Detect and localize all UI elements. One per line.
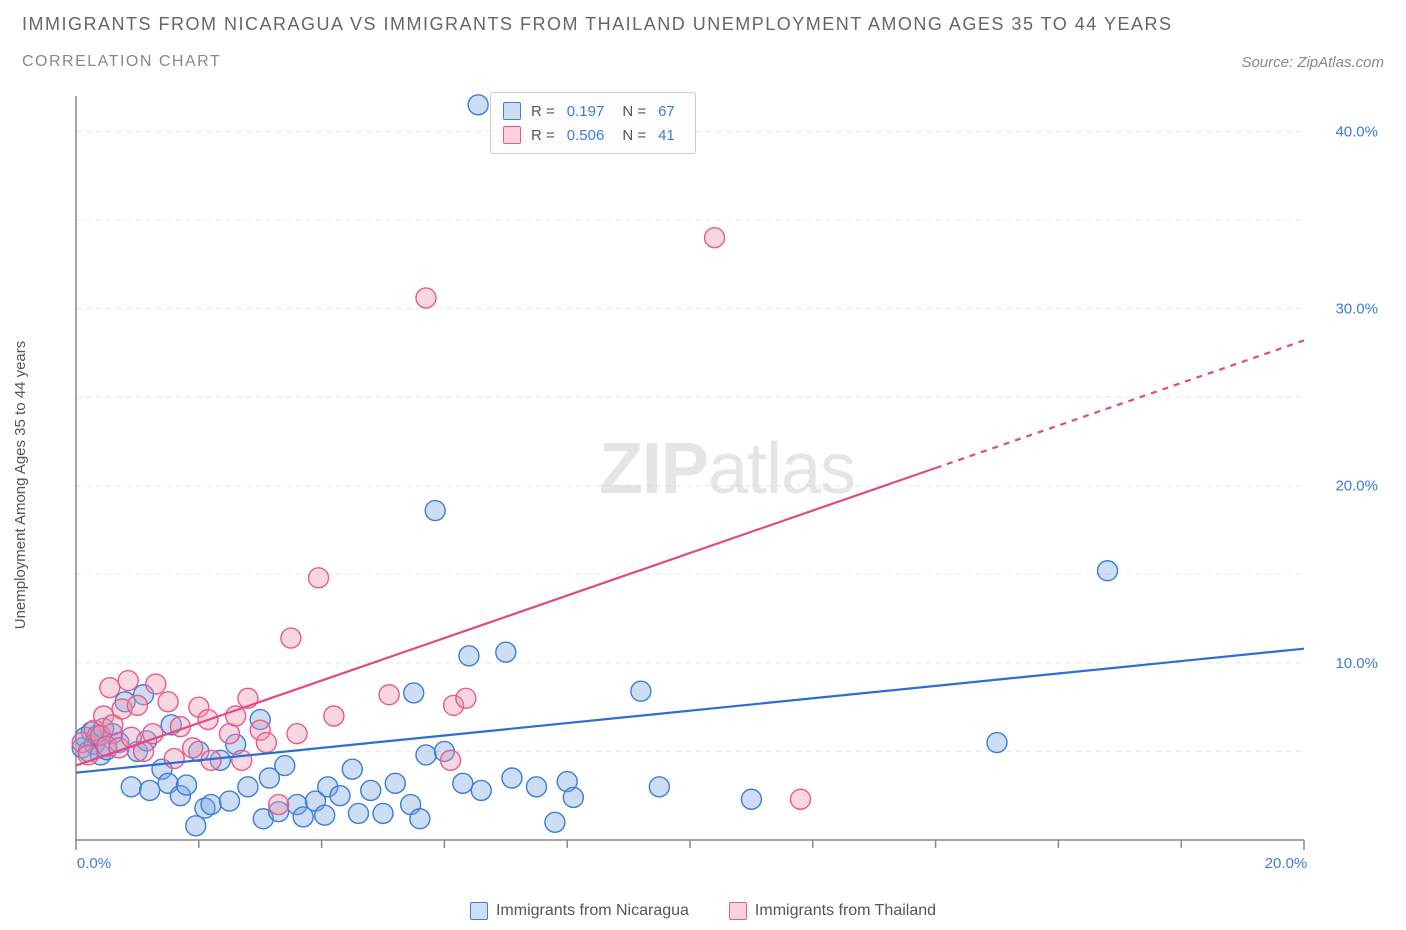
bottom-legend: Immigrants from Nicaragua Immigrants fro… (22, 902, 1384, 920)
scatter-plot-svg: 10.0% 20.0% 30.0% 40.0% 0.0% 20.0% (70, 90, 1384, 880)
legend-item-thailand: Immigrants from Thailand (729, 902, 936, 920)
svg-text:10.0%: 10.0% (1335, 655, 1378, 672)
stats-row-nicaragua: R = 0.197 N = 67 (503, 99, 683, 123)
r-label: R = (531, 127, 555, 144)
source-attribution: Source: ZipAtlas.com (1241, 54, 1384, 71)
r-value-1: 0.197 (567, 103, 605, 120)
svg-text:0.0%: 0.0% (77, 855, 111, 872)
n-label: N = (622, 127, 646, 144)
y-axis-label: Unemployment Among Ages 35 to 44 years (12, 341, 29, 630)
chart-title: IMMIGRANTS FROM NICARAGUA VS IMMIGRANTS … (22, 14, 1384, 35)
plot-area: 10.0%20.0%30.0%40.0%0.0%20.0% ZIPatlas R… (70, 90, 1384, 880)
n-label: N = (622, 103, 646, 120)
r-value-2: 0.506 (567, 127, 605, 144)
svg-text:30.0%: 30.0% (1335, 301, 1378, 318)
r-label: R = (531, 103, 555, 120)
swatch-pink-icon (503, 126, 521, 144)
legend-label-2: Immigrants from Thailand (755, 902, 936, 920)
legend-item-nicaragua: Immigrants from Nicaragua (470, 902, 689, 920)
legend-label-1: Immigrants from Nicaragua (496, 902, 689, 920)
n-value-1: 67 (658, 103, 675, 120)
stats-row-thailand: R = 0.506 N = 41 (503, 123, 683, 147)
stats-legend-box: R = 0.197 N = 67 R = 0.506 N = 41 (490, 92, 696, 154)
svg-text:20.0%: 20.0% (1335, 478, 1378, 495)
swatch-blue-icon (503, 102, 521, 120)
svg-text:20.0%: 20.0% (1265, 855, 1308, 872)
chart-container: Unemployment Among Ages 35 to 44 years 1… (22, 90, 1384, 920)
n-value-2: 41 (658, 127, 675, 144)
header: IMMIGRANTS FROM NICARAGUA VS IMMIGRANTS … (22, 14, 1384, 71)
svg-text:40.0%: 40.0% (1335, 123, 1378, 140)
swatch-pink-icon (729, 902, 747, 920)
chart-subtitle: CORRELATION CHART (22, 53, 221, 71)
swatch-blue-icon (470, 902, 488, 920)
